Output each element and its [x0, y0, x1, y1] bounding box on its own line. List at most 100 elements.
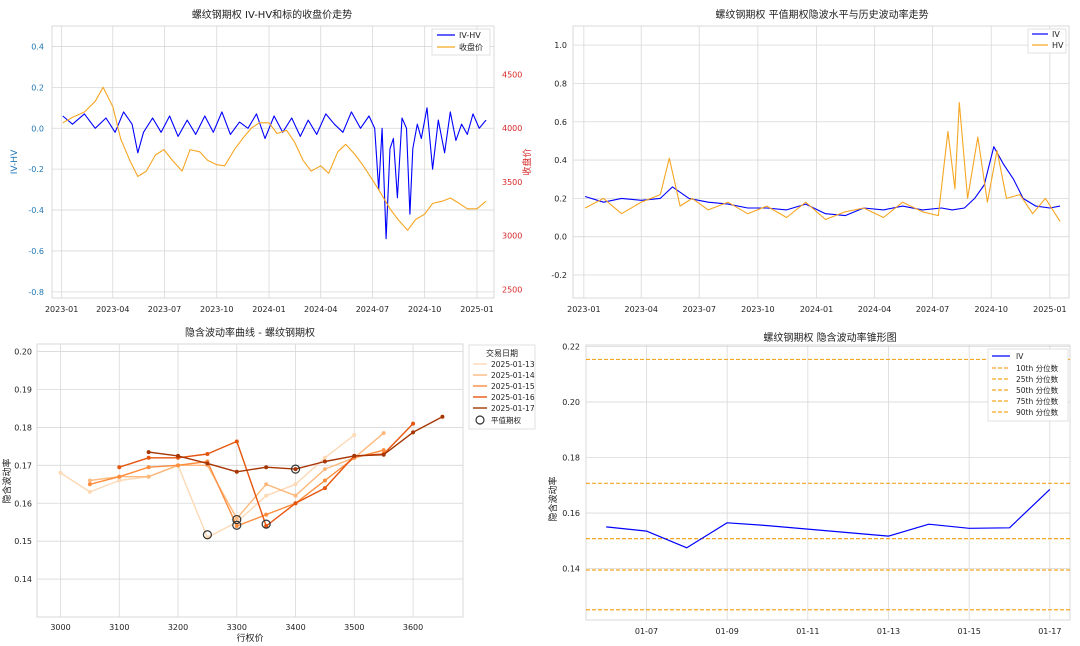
- y-tick-label: 0.19: [14, 386, 32, 395]
- x-tick-label: 2023-01: [567, 305, 600, 314]
- x-tick-label: 01-13: [877, 627, 900, 636]
- chart-iv-hv-close: 螺纹钢期权 IV-HV和标的收盘价走势 2023-01 2023-04 2023-0…: [10, 8, 533, 314]
- x-tick-label: 3100: [109, 623, 129, 632]
- grid: [37, 344, 463, 617]
- legend-label: 25th 分位数: [1016, 374, 1059, 384]
- series-point: [322, 459, 327, 464]
- series-point: [146, 474, 151, 479]
- series-line: [584, 146, 1061, 217]
- y-tick-label: -0.2: [28, 165, 44, 174]
- series-point: [322, 455, 327, 460]
- x-tick-label: 2024-01: [252, 305, 285, 314]
- y-right-tick-label: 4500: [502, 70, 522, 79]
- atm-marker: [290, 464, 301, 474]
- series-line: [119, 423, 414, 527]
- series-line: [62, 107, 487, 240]
- x-tick-label: 2023-07: [148, 305, 181, 314]
- x-tick-label: 2024-04: [858, 305, 891, 314]
- y-tick-label: 0.18: [14, 423, 32, 432]
- legend-label: IV: [1016, 352, 1024, 361]
- chart-iv-hv-levels: 螺纹钢期权 平值期权隐波水平与历史波动率走势 2023-01 2023-04 202…: [551, 8, 1070, 314]
- legend-label: 2025-01-15: [491, 382, 535, 391]
- y-tick-label: 0.20: [562, 398, 580, 407]
- x-tick-label: 3200: [168, 623, 188, 632]
- y-axis: 1.0 0.8 0.6 0.4 0.2 0.0 -0.2: [551, 41, 567, 280]
- series-point: [264, 465, 269, 470]
- series-point: [293, 493, 298, 498]
- series-point: [322, 486, 327, 491]
- x-tick-label: 01-15: [958, 627, 981, 636]
- series-point: [87, 482, 92, 487]
- y-tick-label: 0.14: [14, 575, 32, 584]
- atm-marker: [261, 519, 271, 529]
- series-point: [205, 451, 210, 456]
- chart-iv-cone: 螺纹钢期权 隐含波动率锥形图 01-07 01-09 01-11 01-13 01-15…: [547, 331, 1071, 636]
- series-point: [381, 431, 386, 436]
- y-tick-label: 0.16: [562, 509, 580, 518]
- series-point: [293, 482, 298, 487]
- legend-label: IV-HV: [459, 31, 481, 40]
- legend: IV 10th 分位数 25th 分位数 50th 分位数 75th 分位数 9…: [987, 348, 1069, 422]
- series-line: [606, 488, 1051, 549]
- x-tick-label: 2023-04: [96, 305, 129, 314]
- x-tick-label: 2024-04: [304, 305, 337, 314]
- x-tick-label: 3600: [403, 623, 423, 632]
- series-point: [234, 439, 239, 444]
- y-axis-right-label: 收盘价: [521, 148, 533, 175]
- y-right-tick-label: 4000: [502, 124, 522, 133]
- x-axis: 3000 3100 3200 3300 3400 3500 3600: [50, 623, 423, 632]
- series-point: [176, 453, 181, 458]
- series-point: [117, 465, 122, 470]
- series-point: [352, 453, 357, 458]
- series-point: [352, 433, 357, 437]
- x-tick-label: 3400: [285, 623, 305, 632]
- series-point: [264, 482, 269, 487]
- series-point: [117, 478, 122, 483]
- y-tick-label: 0.6: [554, 118, 567, 127]
- x-tick-label: 2023-07: [683, 305, 716, 314]
- series-point: [146, 450, 151, 455]
- plot-area: [51, 25, 495, 299]
- series-point: [381, 448, 386, 453]
- y-tick-label: 0.20: [14, 348, 32, 357]
- x-tick-label: 2024-07: [356, 305, 389, 314]
- series-point: [264, 524, 269, 528]
- series-point: [58, 470, 63, 475]
- legend-label: HV: [1052, 41, 1064, 50]
- legend-label: 2025-01-16: [491, 393, 535, 402]
- series-point: [293, 467, 298, 472]
- series-point: [117, 474, 122, 479]
- grid: [573, 26, 1069, 298]
- chart-title: 螺纹钢期权 IV-HV和标的收盘价走势: [192, 8, 352, 21]
- x-tick-label: 2025-01: [460, 305, 493, 314]
- grid: [52, 26, 494, 298]
- series-point: [322, 478, 327, 483]
- x-tick-label: 2023-10: [200, 305, 233, 314]
- atm-marker: [202, 530, 212, 540]
- series-layer: [58, 414, 445, 540]
- series-point: [234, 516, 239, 521]
- series-line: [60, 434, 355, 539]
- y-right-tick-label: 3500: [502, 178, 522, 187]
- y-tick-label: 0.8: [554, 79, 567, 88]
- legend-label: 2025-01-13: [491, 360, 535, 369]
- series-layer: [584, 102, 1061, 222]
- y-tick-label: 1.0: [554, 41, 567, 50]
- y-axis-label: 隐含波动率: [1, 458, 13, 503]
- x-tick-label: 01-09: [716, 627, 739, 636]
- x-tick-label: 2024-10: [408, 305, 441, 314]
- chart-iv-smile: 隐含波动率曲线 - 螺纹钢期权 3000 3100 3200 3300 3400 3500…: [1, 326, 536, 644]
- series-layer: [62, 86, 487, 240]
- x-axis: 2023-01 2023-04 2023-07 2023-10 2024-01 2024-…: [567, 305, 1066, 314]
- y-tick-label: 0.2: [31, 83, 44, 92]
- y-tick-label: -0.2: [551, 271, 567, 280]
- series-point: [440, 414, 445, 419]
- series-point: [264, 512, 269, 517]
- y-tick-label: 0.14: [562, 565, 580, 574]
- chart-title: 隐含波动率曲线 - 螺纹钢期权: [185, 326, 315, 339]
- y-tick-label: 0.15: [14, 537, 32, 546]
- x-axis: 01-07 01-09 01-11 01-13 01-15 01-17: [635, 627, 1062, 636]
- x-tick-label: 2023-04: [624, 305, 657, 314]
- y-tick-label: 0.17: [14, 461, 32, 470]
- y-tick-label: -0.6: [28, 247, 44, 256]
